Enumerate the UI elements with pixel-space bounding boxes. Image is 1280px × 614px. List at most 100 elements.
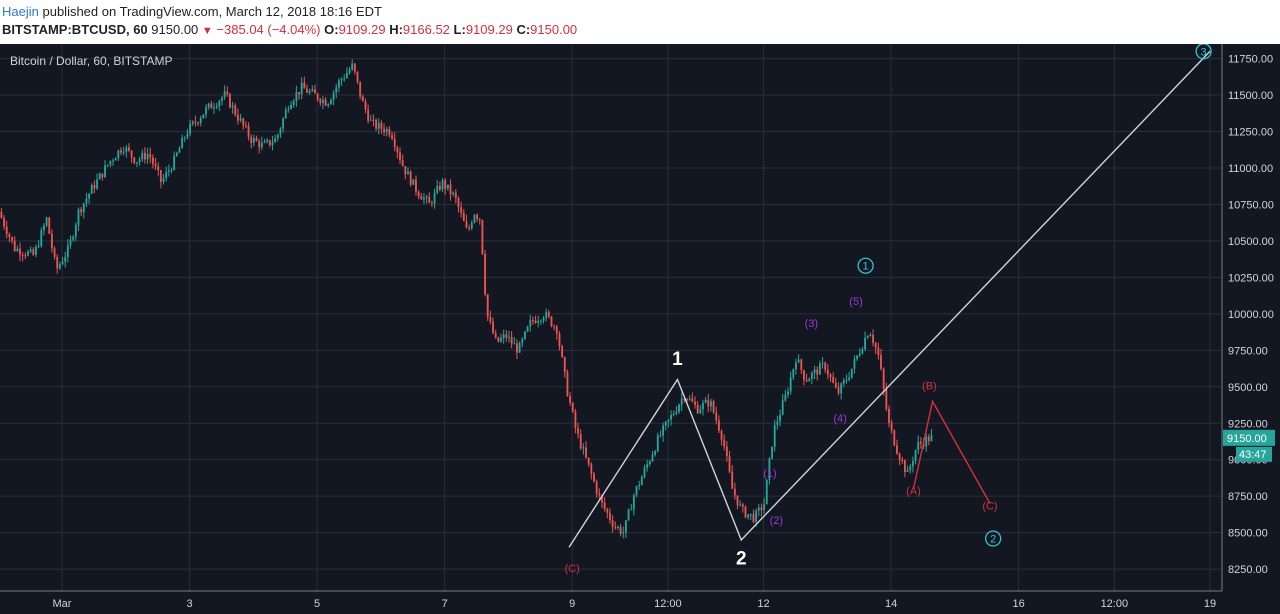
candle-body[interactable] (818, 363, 821, 375)
candle-body[interactable] (133, 157, 136, 164)
candle-body[interactable] (694, 401, 696, 405)
candle-body[interactable] (462, 212, 465, 222)
candle-body[interactable] (834, 382, 837, 388)
candle-body[interactable] (154, 163, 157, 167)
candle-body[interactable] (377, 122, 380, 129)
candle-body[interactable] (752, 513, 755, 523)
candle-body[interactable] (72, 236, 75, 240)
candle-body[interactable] (303, 82, 306, 89)
candle-body[interactable] (856, 355, 859, 360)
candle-body[interactable] (268, 140, 271, 146)
candle-body[interactable] (74, 224, 77, 237)
candle-body[interactable] (555, 326, 558, 334)
candle-body[interactable] (359, 81, 362, 97)
candle-body[interactable] (927, 436, 930, 442)
candle-body[interactable] (449, 184, 452, 195)
candle-body[interactable] (90, 185, 93, 194)
candle-body[interactable] (611, 520, 614, 527)
candle-body[interactable] (215, 106, 218, 108)
candle-body[interactable] (210, 103, 213, 109)
candle-body[interactable] (13, 240, 16, 251)
candle-body[interactable] (614, 526, 617, 528)
candle-body[interactable] (481, 220, 484, 254)
candle-body[interactable] (35, 246, 37, 255)
candle-body[interactable] (236, 114, 239, 121)
candle-body[interactable] (686, 399, 688, 401)
candle-body[interactable] (64, 256, 67, 262)
candle-body[interactable] (771, 446, 773, 459)
candle-body[interactable] (58, 264, 61, 269)
candle-body[interactable] (840, 383, 843, 394)
candle-body[interactable] (587, 457, 590, 465)
candle-body[interactable] (53, 248, 56, 257)
candle-body[interactable] (731, 471, 734, 489)
candle-body[interactable] (829, 374, 832, 377)
candle-body[interactable] (523, 331, 526, 339)
time-axis[interactable]: Mar 3 5 7 9 12:00 12 14 16 12:00 19 (0, 590, 1280, 614)
candle-body[interactable] (130, 150, 133, 158)
candle-body[interactable] (630, 509, 633, 511)
candle-body[interactable] (191, 121, 194, 124)
candle-body[interactable] (287, 108, 290, 110)
candle-body[interactable] (736, 495, 739, 506)
candle-body[interactable] (162, 178, 165, 182)
candle-body[interactable] (181, 137, 184, 149)
candle-body[interactable] (579, 433, 582, 449)
candle-body[interactable] (409, 171, 412, 185)
candle-body[interactable] (213, 107, 215, 109)
candle-body[interactable] (707, 399, 710, 407)
candle-body[interactable] (792, 369, 795, 378)
candle-body[interactable] (749, 513, 752, 515)
candle-body[interactable] (858, 353, 861, 356)
candle-body[interactable] (864, 337, 866, 350)
candle-body[interactable] (412, 179, 415, 185)
candle-body[interactable] (0, 211, 3, 218)
candle-body[interactable] (141, 152, 144, 160)
candle-body[interactable] (27, 251, 29, 256)
candle-body[interactable] (50, 233, 53, 249)
candle-body[interactable] (577, 428, 579, 434)
candle-body[interactable] (423, 197, 425, 200)
candle-body[interactable] (553, 326, 556, 328)
candle-body[interactable] (627, 509, 630, 521)
candle-body[interactable] (173, 155, 176, 170)
candle-body[interactable] (672, 413, 675, 416)
candle-body[interactable] (720, 430, 723, 440)
candle-body[interactable] (696, 404, 699, 414)
candle-body[interactable] (914, 450, 917, 462)
corrective-abc-line[interactable] (912, 399, 991, 504)
candle-body[interactable] (322, 99, 324, 103)
candle-body[interactable] (670, 415, 673, 420)
candle-body[interactable] (845, 379, 848, 381)
candle-body[interactable] (869, 334, 872, 337)
candle-body[interactable] (271, 142, 274, 146)
candle-body[interactable] (537, 320, 540, 323)
candle-body[interactable] (776, 421, 779, 425)
candle-body[interactable] (295, 92, 298, 102)
candle-body[interactable] (457, 198, 460, 208)
candle-body[interactable] (545, 312, 548, 319)
candle-body[interactable] (80, 209, 83, 213)
candle-body[interactable] (308, 90, 311, 93)
candle-body[interactable] (800, 359, 803, 371)
candle-body[interactable] (311, 89, 314, 91)
candle-body[interactable] (393, 138, 396, 148)
candle-body[interactable] (335, 87, 338, 93)
candle-body[interactable] (205, 107, 207, 115)
candle-body[interactable] (385, 128, 388, 133)
candle-body[interactable] (151, 157, 154, 164)
candles[interactable] (0, 59, 933, 539)
candle-body[interactable] (244, 125, 247, 127)
candle-body[interactable] (760, 507, 763, 511)
candle-body[interactable] (306, 88, 308, 93)
candle-body[interactable] (29, 249, 32, 252)
candle-body[interactable] (930, 435, 933, 442)
candle-body[interactable] (282, 118, 285, 129)
candle-body[interactable] (590, 464, 593, 474)
candle-body[interactable] (547, 312, 550, 317)
candle-body[interactable] (667, 419, 670, 422)
impulse-wave-line[interactable] (568, 50, 1211, 548)
candle-body[interactable] (361, 96, 364, 102)
candle-body[interactable] (893, 430, 896, 446)
candle-body[interactable] (872, 334, 874, 343)
